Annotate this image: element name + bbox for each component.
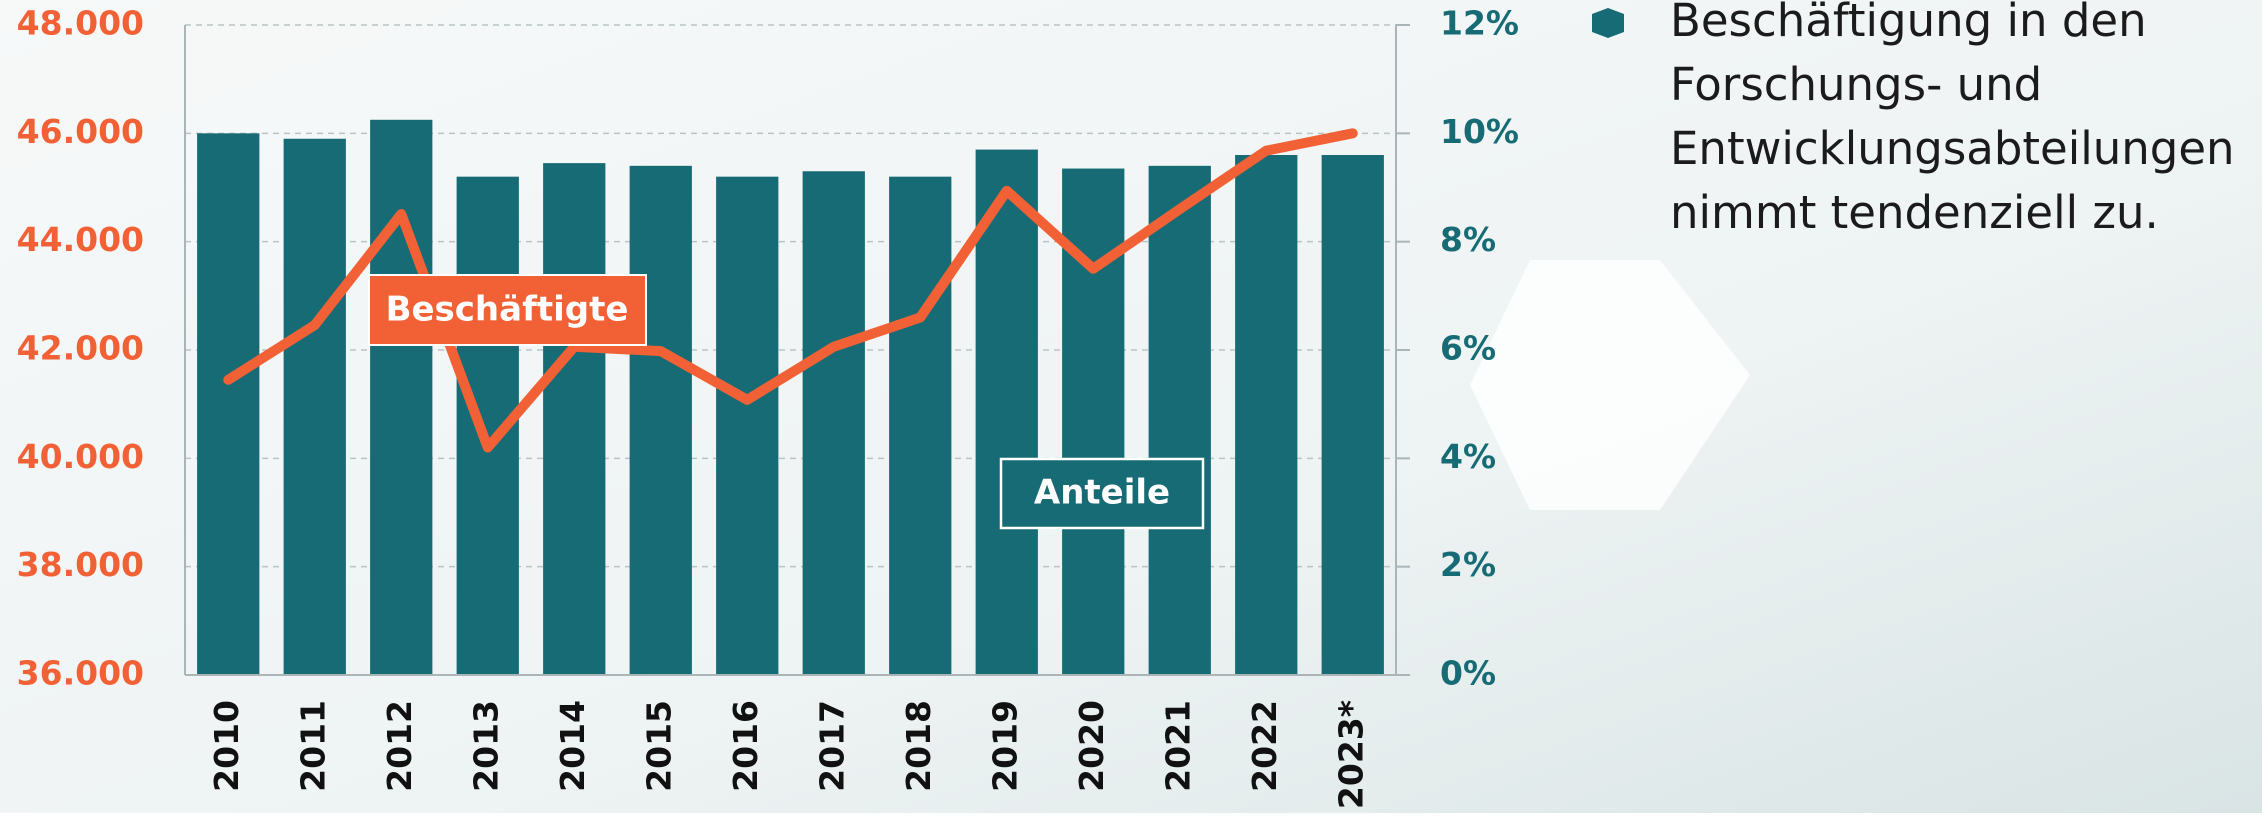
x-tick-label: 2017 xyxy=(812,700,851,792)
x-tick-label: 2018 xyxy=(899,700,938,792)
y-tick-label: 44.000 xyxy=(17,220,144,259)
y2-tick-label: 6% xyxy=(1440,329,1496,368)
line-label: Beschäftigte xyxy=(386,290,629,330)
x-tick-label: 2013 xyxy=(466,700,505,792)
bar xyxy=(802,171,865,675)
x-tick-label: 2019 xyxy=(985,700,1024,792)
bar xyxy=(1148,165,1211,676)
x-tick-label: 2016 xyxy=(726,700,765,792)
y-tick-label: 48.000 xyxy=(17,4,144,43)
line xyxy=(223,128,1358,453)
annotation-line: Forschungs- und xyxy=(1670,58,2042,111)
bar xyxy=(629,165,692,676)
y2-tick-label: 10% xyxy=(1440,112,1519,151)
y2-tick-label: 8% xyxy=(1440,220,1496,259)
y-tick-label: 36.000 xyxy=(17,654,144,693)
bar xyxy=(283,138,346,675)
line-label-box xyxy=(368,274,647,346)
bar xyxy=(197,133,260,676)
bar xyxy=(975,149,1038,676)
x-tick-label: 2022 xyxy=(1245,700,1284,792)
x-tick-label: 2020 xyxy=(1072,700,1111,792)
y2-tick-label: 4% xyxy=(1440,437,1496,476)
annotation-line: Beschäftigung in den xyxy=(1670,0,2147,47)
y-tick-label: 42.000 xyxy=(17,329,144,368)
x-tick-label: 2010 xyxy=(207,700,246,792)
y2-tick-label: 12% xyxy=(1440,4,1519,43)
x-tick-label: 2021 xyxy=(1158,700,1197,792)
bar xyxy=(370,119,433,675)
annotation-line: Entwicklungsabteilungen xyxy=(1670,122,2235,175)
bar xyxy=(543,163,606,675)
x-tick-label: 2012 xyxy=(380,700,419,792)
annotation-line: nimmt tendenziell zu. xyxy=(1670,186,2159,239)
bar xyxy=(1321,155,1384,675)
y-tick-label: 40.000 xyxy=(17,437,144,476)
bar xyxy=(1235,155,1298,675)
bar-label-box xyxy=(999,457,1205,530)
x-tick-label: 2014 xyxy=(553,700,592,792)
bar xyxy=(716,176,779,675)
y2-tick-label: 0% xyxy=(1440,654,1496,693)
decor-hexagon xyxy=(1470,260,1750,510)
y2-tick-label: 2% xyxy=(1440,545,1496,584)
bullet xyxy=(1592,8,1624,38)
x-tick-label: 2011 xyxy=(293,700,332,792)
bar-label: Anteile xyxy=(1034,473,1170,513)
bar xyxy=(889,176,952,675)
x-tick-label: 2023* xyxy=(1331,700,1370,809)
y-tick-label: 46.000 xyxy=(17,112,144,151)
x-tick-label: 2015 xyxy=(639,700,678,792)
y-tick-label: 38.000 xyxy=(17,545,144,584)
